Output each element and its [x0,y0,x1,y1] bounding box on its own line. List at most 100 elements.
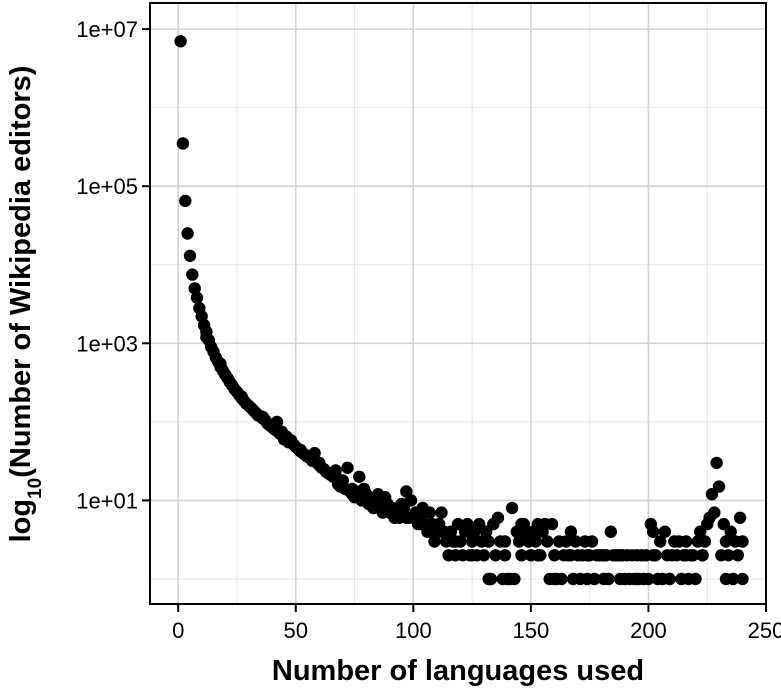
data-point [256,410,270,424]
data-point [270,415,284,429]
x-axis-title: Number of languages used [272,655,644,687]
data-point [597,549,610,562]
data-points [174,35,749,586]
data-point [548,549,561,562]
data-point [564,525,578,538]
y-axis-title-post: (Number of Wikipedia editors) [5,66,37,478]
data-point [367,497,380,511]
data-point [712,480,726,493]
data-point [465,549,479,562]
data-point [689,572,702,586]
data-point [341,461,354,474]
data-point [679,549,693,562]
x-tick-labels: 0 50 100 150 200 250 [172,618,781,643]
data-point [531,549,545,562]
x-tick-label: 50 [284,618,308,643]
data-point [569,535,582,548]
data-point [581,549,594,562]
data-point [383,501,396,515]
data-point [512,535,526,548]
data-point [498,549,512,562]
data-point [719,535,733,548]
data-point [214,357,227,370]
data-point [698,535,712,548]
data-point [449,535,462,548]
data-point [498,535,512,548]
data-point [545,517,559,531]
data-point [736,535,749,548]
y-axis-title-sub: 10 [25,478,46,499]
data-point [564,549,578,562]
data-point [176,137,190,150]
x-tick-label: 100 [395,618,432,643]
data-point [736,572,749,586]
data-point [548,572,561,586]
data-point [183,249,197,262]
data-point [696,549,709,562]
gridlines [150,3,767,604]
data-point [654,535,667,548]
data-point [515,549,528,562]
data-point [188,282,201,295]
data-point [489,549,502,562]
data-point [560,535,573,548]
data-point [658,525,672,538]
data-point [423,506,436,519]
data-point [400,511,413,524]
data-point [710,456,723,470]
data-point [329,470,342,483]
y-tick-label: 1e+07 [76,17,138,42]
data-point [722,549,735,562]
x-tick-label: 0 [172,618,184,643]
y-axis-title: log10(Number of Wikipedia editors) [5,66,46,543]
data-point [294,443,307,457]
y-tick-label: 1e+03 [76,331,138,356]
data-point [482,535,495,548]
data-point [235,390,248,403]
data-point [663,572,676,586]
data-point [190,291,204,304]
x-tick-label: 250 [748,618,781,643]
data-point [275,425,288,438]
data-point [435,506,448,519]
data-point [174,35,187,48]
data-point [708,506,721,519]
data-point [505,501,519,515]
data-point [179,194,192,208]
data-point [346,482,359,496]
data-point [731,549,744,562]
data-point [186,268,199,281]
axis-ticks [142,28,767,612]
plot-frame [149,2,767,605]
data-point [465,535,479,548]
data-point [416,517,429,531]
y-tick-labels: 1e+01 1e+03 1e+05 1e+07 [76,17,138,513]
data-point [602,572,615,586]
data-point [529,535,542,548]
y-tick-label: 1e+05 [76,174,138,199]
data-point [200,330,213,344]
y-axis-title-pre: log [5,499,37,543]
data-point [404,494,418,507]
data-point [733,511,747,524]
data-point [428,535,441,548]
data-point [585,535,599,548]
data-point [679,535,693,548]
data-point [646,525,660,538]
x-tick-label: 200 [630,618,667,643]
data-point [353,470,366,483]
data-point [313,456,326,470]
data-point [477,549,491,562]
data-point [630,572,643,586]
data-point [604,525,617,538]
y-tick-label: 1e+01 [76,488,138,513]
data-point [588,572,601,586]
data-point [433,525,446,538]
data-point [646,549,660,562]
data-point [724,525,737,538]
data-point [508,572,521,586]
x-tick-label: 150 [513,618,550,643]
data-point [491,511,505,524]
data-point [719,572,733,586]
